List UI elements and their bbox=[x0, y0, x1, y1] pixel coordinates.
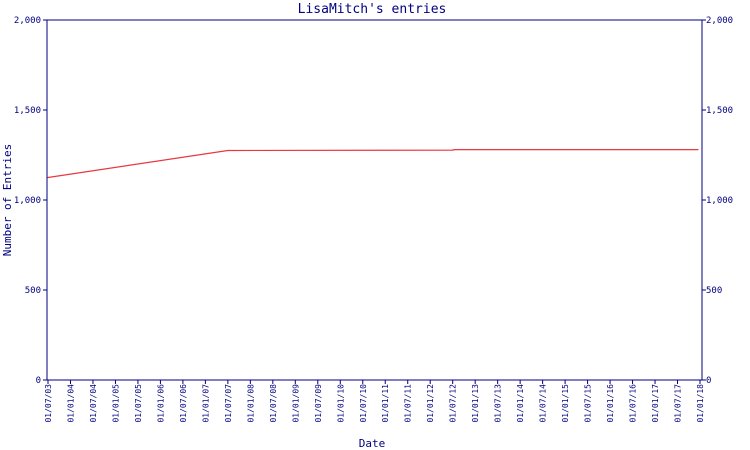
y-axis-label: Number of Entries bbox=[1, 144, 14, 257]
x-tick-label: 01/07/06 bbox=[179, 384, 188, 423]
y-tick-label-right: 500 bbox=[706, 286, 722, 296]
x-tick-label: 01/01/14 bbox=[516, 384, 525, 423]
x-tick-label: 01/07/10 bbox=[359, 384, 368, 423]
x-tick-label: 01/01/11 bbox=[381, 384, 390, 423]
x-tick-label: 01/01/08 bbox=[246, 384, 255, 423]
x-tick-label: 01/07/04 bbox=[89, 384, 98, 423]
x-tick-label: 01/07/14 bbox=[539, 384, 548, 423]
x-tick-label: 01/07/07 bbox=[224, 384, 233, 423]
x-tick-label: 01/07/08 bbox=[269, 384, 278, 423]
x-tick-label: 01/07/15 bbox=[584, 384, 593, 423]
x-tick-label: 01/01/16 bbox=[606, 384, 615, 423]
y-tick-label-left: 2,000 bbox=[14, 16, 41, 26]
x-axis-label: Date bbox=[359, 437, 386, 450]
x-tick-label: 01/01/06 bbox=[156, 384, 165, 423]
data-point bbox=[227, 149, 229, 152]
x-tick-label: 01/01/18 bbox=[696, 384, 705, 423]
data-point bbox=[453, 149, 455, 151]
data-point bbox=[697, 149, 699, 151]
x-tick-label: 01/01/10 bbox=[336, 384, 345, 423]
x-tick-label: 01/01/12 bbox=[426, 384, 435, 423]
data-point bbox=[47, 176, 49, 179]
x-tick-label: 01/01/09 bbox=[291, 384, 300, 423]
x-tick-label: 01/01/13 bbox=[471, 384, 480, 423]
chart-title: LisaMitch's entries bbox=[298, 2, 447, 17]
x-tick-label: 01/07/11 bbox=[404, 384, 413, 423]
x-tick-label: 01/07/03 bbox=[44, 384, 53, 423]
y-tick-label-left: 500 bbox=[25, 286, 41, 296]
y-tick-label-left: 0 bbox=[36, 376, 41, 386]
y-tick-label-left: 1,000 bbox=[14, 196, 41, 206]
x-tick-label: 01/01/17 bbox=[651, 384, 660, 423]
y-tick-label-right: 2,000 bbox=[706, 16, 733, 26]
x-tick-label: 01/07/13 bbox=[494, 384, 503, 423]
x-tick-label: 01/07/05 bbox=[134, 384, 143, 423]
x-tick-label: 01/01/15 bbox=[561, 384, 570, 423]
x-tick-label: 01/01/04 bbox=[66, 384, 75, 423]
x-tick-label: 01/01/05 bbox=[111, 384, 120, 423]
data-point bbox=[452, 149, 454, 151]
x-tick-label: 01/01/07 bbox=[201, 384, 210, 423]
plot-frame bbox=[46, 19, 703, 381]
x-tick-label: 01/07/16 bbox=[629, 384, 638, 423]
y-tick-label-right: 0 bbox=[706, 376, 711, 386]
x-tick-label: 01/07/17 bbox=[674, 384, 683, 423]
y-tick-label-right: 1,000 bbox=[706, 196, 733, 206]
series-line bbox=[47, 149, 698, 179]
x-tick-label: 01/07/12 bbox=[449, 384, 458, 423]
x-tick-label: 01/07/09 bbox=[314, 384, 323, 423]
y-tick-label-right: 1,500 bbox=[706, 106, 733, 116]
y-tick-label-left: 1,500 bbox=[14, 106, 41, 116]
